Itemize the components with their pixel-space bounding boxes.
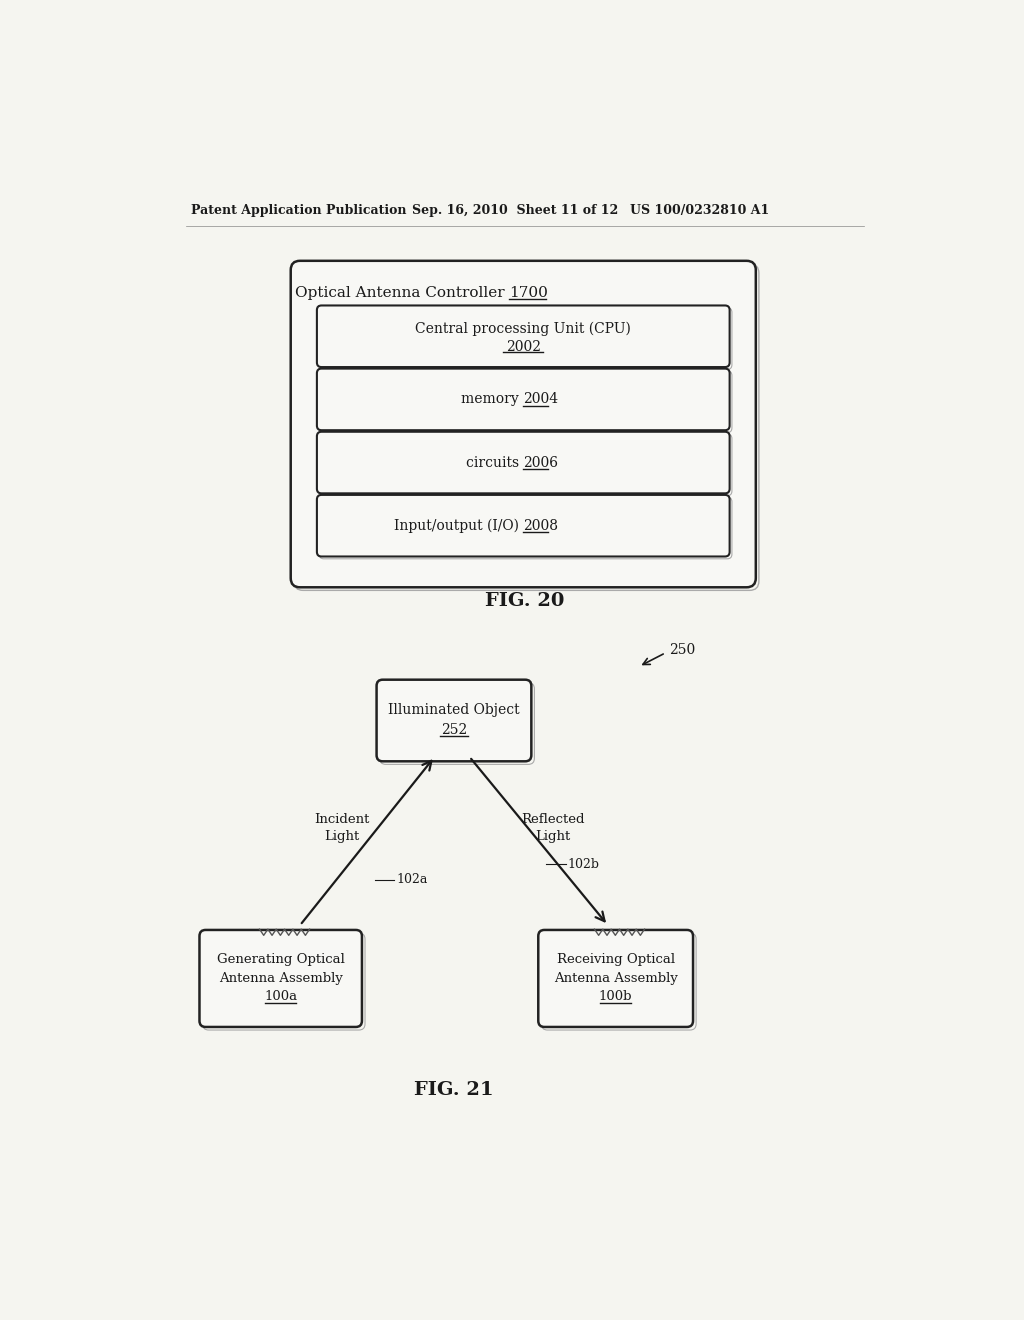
Text: memory: memory bbox=[461, 392, 523, 407]
Text: Generating Optical: Generating Optical bbox=[217, 953, 345, 966]
Text: US 100/0232810 A1: US 100/0232810 A1 bbox=[630, 205, 769, 218]
FancyBboxPatch shape bbox=[316, 432, 730, 494]
Text: 100a: 100a bbox=[264, 990, 297, 1003]
Text: Sep. 16, 2010  Sheet 11 of 12: Sep. 16, 2010 Sheet 11 of 12 bbox=[412, 205, 617, 218]
Text: 1700: 1700 bbox=[509, 286, 548, 300]
Text: 2006: 2006 bbox=[523, 455, 558, 470]
Text: Incident
Light: Incident Light bbox=[314, 813, 370, 843]
Text: FIG. 21: FIG. 21 bbox=[414, 1081, 494, 1100]
Text: Antenna Assembly: Antenna Assembly bbox=[554, 972, 678, 985]
Text: 2004: 2004 bbox=[523, 392, 558, 407]
Text: Reflected
Light: Reflected Light bbox=[521, 813, 585, 843]
Text: 2008: 2008 bbox=[523, 519, 558, 533]
Text: Patent Application Publication: Patent Application Publication bbox=[190, 205, 407, 218]
Text: Antenna Assembly: Antenna Assembly bbox=[219, 972, 343, 985]
Text: Central processing Unit (CPU): Central processing Unit (CPU) bbox=[416, 321, 631, 335]
Text: 102a: 102a bbox=[396, 873, 428, 886]
FancyBboxPatch shape bbox=[539, 929, 693, 1027]
FancyBboxPatch shape bbox=[316, 495, 730, 557]
Text: 102b: 102b bbox=[568, 858, 600, 871]
FancyBboxPatch shape bbox=[316, 305, 730, 367]
FancyBboxPatch shape bbox=[200, 929, 361, 1027]
Text: Illuminated Object: Illuminated Object bbox=[388, 702, 520, 717]
Text: FIG. 20: FIG. 20 bbox=[485, 593, 564, 610]
Text: Optical Antenna Controller: Optical Antenna Controller bbox=[295, 286, 509, 300]
Text: 2002: 2002 bbox=[506, 341, 541, 354]
Text: 250: 250 bbox=[670, 643, 696, 656]
Text: 252: 252 bbox=[441, 723, 467, 737]
FancyBboxPatch shape bbox=[316, 368, 730, 430]
Text: Receiving Optical: Receiving Optical bbox=[557, 953, 675, 966]
Text: circuits: circuits bbox=[466, 455, 523, 470]
FancyBboxPatch shape bbox=[291, 261, 756, 587]
Text: Input/output (I/O): Input/output (I/O) bbox=[394, 519, 523, 533]
FancyBboxPatch shape bbox=[377, 680, 531, 762]
Text: 100b: 100b bbox=[599, 990, 633, 1003]
